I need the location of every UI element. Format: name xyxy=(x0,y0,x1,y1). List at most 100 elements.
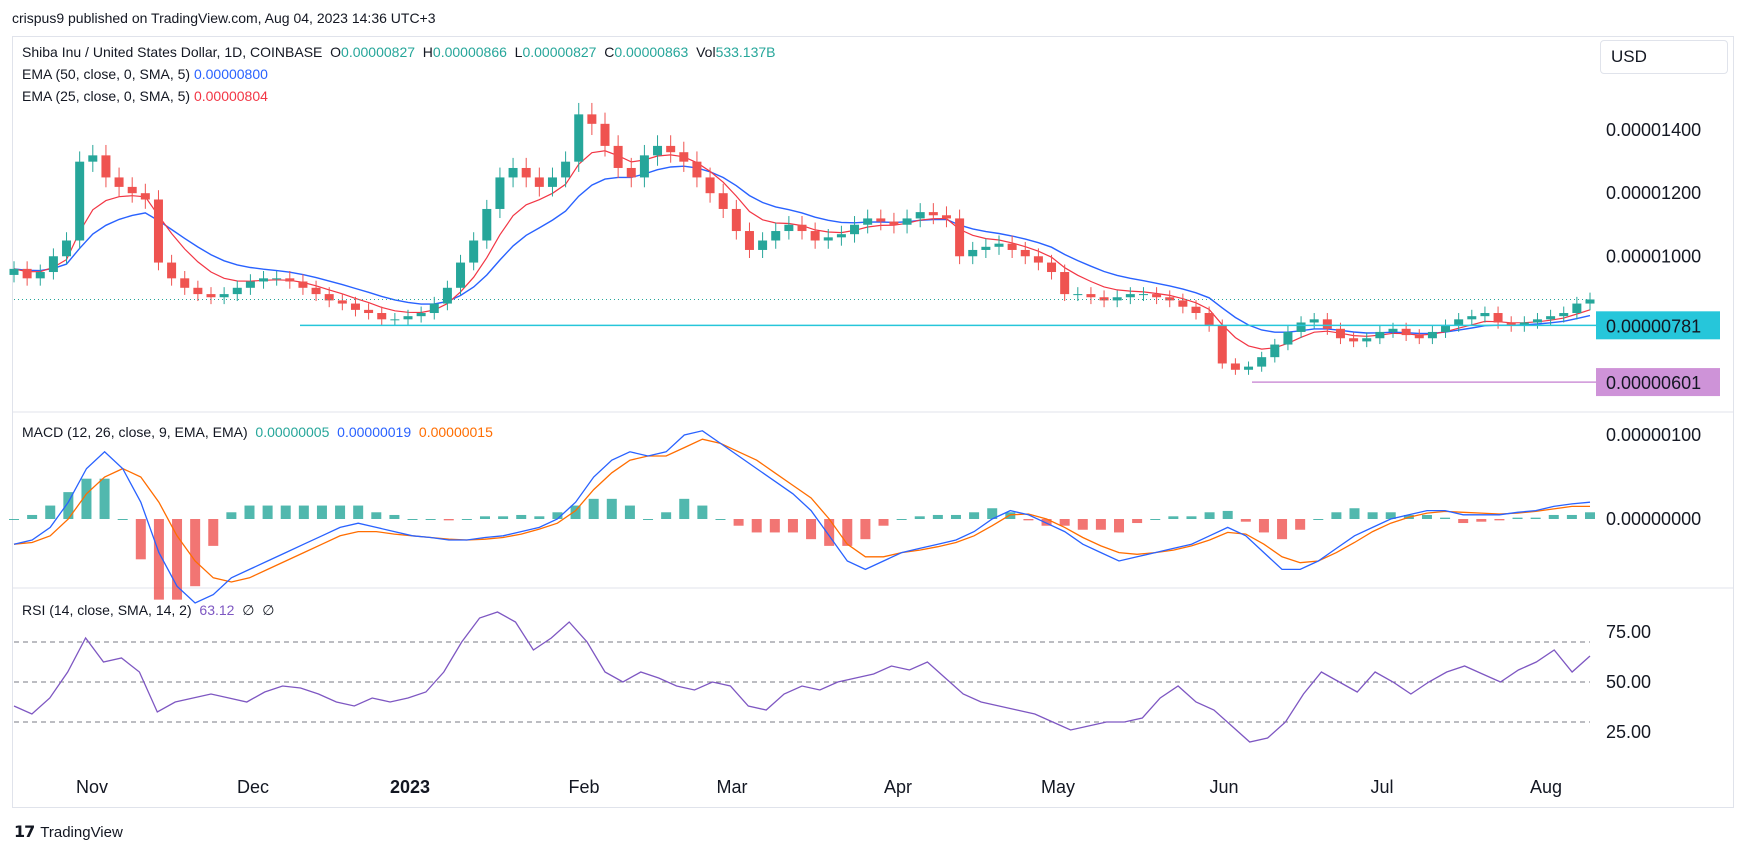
candle-body xyxy=(928,212,938,216)
high-label: H xyxy=(422,44,433,60)
candle-body xyxy=(1572,303,1582,314)
candle-body xyxy=(744,231,754,250)
candle-body xyxy=(337,300,347,304)
candle-body xyxy=(1480,313,1490,317)
price-line-badge xyxy=(1596,368,1720,397)
candle-body xyxy=(1138,294,1148,296)
candle-body xyxy=(1152,294,1162,298)
candle-body xyxy=(1125,294,1135,298)
candle-body xyxy=(35,272,45,279)
price-axis-label: 0.00001400 xyxy=(1606,120,1701,140)
candle-body xyxy=(390,319,400,321)
candle-body xyxy=(1546,316,1556,320)
candle-body xyxy=(1033,256,1043,263)
candle-body xyxy=(705,177,715,194)
candle-body xyxy=(1217,325,1227,364)
macd-axis-label: 0.00000100 xyxy=(1606,425,1701,445)
macd-histogram-bar xyxy=(190,519,201,587)
candle-body xyxy=(1020,249,1030,257)
candle-body xyxy=(1047,262,1057,273)
candle-body xyxy=(653,145,663,156)
ema25-label: EMA (25, close, 0, SMA, 5) xyxy=(22,88,191,104)
rsi-legend[interactable]: RSI (14, close, SMA, 14, 2) 63.12 ∅ ∅ xyxy=(22,602,274,619)
candle-body xyxy=(784,224,794,232)
axes-layer: Nov Dec 2023 Feb Mar Apr May Jun Jul Aug 0.0000140… xyxy=(76,120,1720,797)
macd-histogram-bar xyxy=(479,516,490,519)
candle-body xyxy=(718,193,728,209)
rsi-line xyxy=(13,611,1591,743)
x-tick-label: Dec xyxy=(237,777,269,797)
candle-body xyxy=(193,287,203,295)
candle-body xyxy=(1309,319,1319,323)
macd-pane xyxy=(9,430,1595,604)
ema25-line xyxy=(13,150,1591,350)
candle-body xyxy=(1401,328,1411,336)
macd-histogram-bar xyxy=(1132,519,1143,524)
macd-histogram-bar xyxy=(172,519,183,600)
ema50-legend[interactable]: EMA (50, close, 0, SMA, 5) 0.00000800 xyxy=(22,66,268,82)
candle-body xyxy=(547,177,557,187)
candle-body xyxy=(350,303,360,310)
price-line-label: 0.00000601 xyxy=(1606,373,1701,393)
macd-histogram-bar xyxy=(1313,519,1324,520)
candle-body xyxy=(127,186,137,194)
candle-body xyxy=(75,161,85,241)
candle-body xyxy=(731,208,741,232)
candle-body xyxy=(495,177,505,209)
footer-brand: TradingView xyxy=(40,823,123,841)
candle-body xyxy=(1165,297,1175,301)
macd-histogram-bar xyxy=(606,498,617,519)
candle-body xyxy=(915,212,925,219)
macd-histogram-bar xyxy=(914,516,925,519)
rsi-axis-label: 25.00 xyxy=(1606,722,1651,742)
ema50-label: EMA (50, close, 0, SMA, 5) xyxy=(22,66,191,82)
macd-legend[interactable]: MACD (12, 26, close, 9, EMA, EMA) 0.0000… xyxy=(22,424,493,440)
macd-histogram-bar xyxy=(1295,519,1306,530)
candle-body xyxy=(22,268,32,279)
macd-histogram-bar xyxy=(1548,514,1559,519)
candle-body xyxy=(1559,313,1569,317)
x-tick-label: Nov xyxy=(76,777,108,797)
macd-histogram-bar xyxy=(1530,517,1541,519)
tradingview-logo[interactable]: 𝟭𝟳 TradingView xyxy=(14,822,123,842)
macd-histogram-bar xyxy=(27,514,38,519)
low-value: 0.00000827 xyxy=(522,44,597,60)
candle-body xyxy=(968,249,978,257)
candle-body xyxy=(442,287,452,304)
candle-body xyxy=(311,287,321,295)
macd-histogram-bar xyxy=(1059,519,1070,526)
tv-logo-icon: 𝟭𝟳 xyxy=(14,824,35,841)
high-value: 0.00000866 xyxy=(432,44,507,60)
macd-histogram-bar xyxy=(842,519,853,546)
candle-body xyxy=(836,234,846,238)
rsi-pane xyxy=(13,611,1591,743)
macd-histogram-bar xyxy=(733,519,744,526)
candle-body xyxy=(626,167,636,178)
candle-body xyxy=(679,152,689,162)
candle-body xyxy=(62,240,72,257)
candle-body xyxy=(245,281,255,288)
macd-histogram-bar xyxy=(99,478,110,519)
macd-histogram-bar xyxy=(153,519,164,600)
candle-body xyxy=(429,303,439,314)
ema50-line xyxy=(13,165,1591,335)
macd-histogram-bar xyxy=(298,505,309,519)
open-label: O xyxy=(330,44,342,60)
ema25-legend[interactable]: EMA (25, close, 0, SMA, 5) 0.00000804 xyxy=(22,88,268,104)
candle-body xyxy=(1506,322,1516,326)
candle-body xyxy=(955,218,965,257)
macd-histogram-bar xyxy=(9,519,19,520)
macd-histogram-bar xyxy=(896,519,907,520)
chart-frame[interactable] xyxy=(12,36,1734,808)
rsi-axis-label: 75.00 xyxy=(1606,622,1651,642)
macd-histogram-bar xyxy=(353,505,364,519)
symbol-title[interactable]: Shiba Inu / United States Dollar, 1D, CO… xyxy=(22,44,323,60)
main-legend-line: Shiba Inu / United States Dollar, 1D, CO… xyxy=(22,44,776,60)
candle-body xyxy=(1270,344,1280,358)
macd-histogram-bar xyxy=(1258,519,1269,533)
candle-body xyxy=(600,123,610,146)
currency-button[interactable]: USD xyxy=(1600,40,1728,74)
macd-histogram-bar xyxy=(1222,510,1233,519)
candle-body xyxy=(364,309,374,314)
